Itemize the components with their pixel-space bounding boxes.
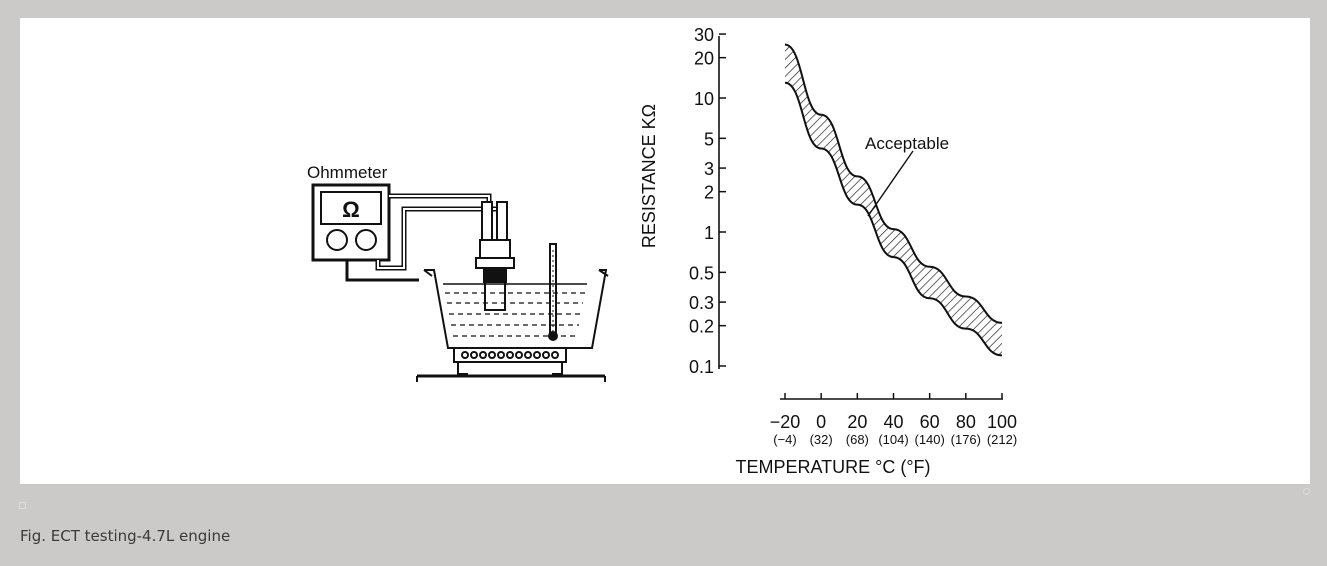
ohm-symbol: Ω <box>342 197 360 222</box>
y-tick-label: 2 <box>704 183 714 203</box>
x-tick-label-fahrenheit: (68) <box>846 432 869 447</box>
y-tick-label: 5 <box>704 129 714 149</box>
y-axis-label: RESISTANCE KΩ <box>639 104 659 248</box>
x-tick-label-fahrenheit: (140) <box>914 432 944 447</box>
y-tick-label: 3 <box>704 159 714 179</box>
y-tick-label: 30 <box>694 25 714 45</box>
x-tick-label-celsius: 100 <box>987 412 1017 432</box>
y-tick-label: 0.1 <box>689 357 714 377</box>
corner-mark-left <box>19 502 26 509</box>
upper-limit-curve <box>784 43 1003 324</box>
x-tick-label-celsius: −20 <box>770 412 801 432</box>
x-tick-label-celsius: 20 <box>847 412 867 432</box>
figure-svg: Ω Ohmmeter <box>307 25 1017 477</box>
coolant-temperature-sensor <box>475 201 515 311</box>
water-bath <box>423 269 609 349</box>
acceptable-band <box>784 43 1003 357</box>
x-tick-label-celsius: 80 <box>956 412 976 432</box>
ohmmeter: Ω <box>311 183 391 262</box>
x-axis-label: TEMPERATURE °C (°F) <box>735 457 930 477</box>
y-tick-label: 10 <box>694 89 714 109</box>
y-tick-label: 20 <box>694 49 714 69</box>
acceptable-leader-line <box>867 150 914 217</box>
x-tick-label-fahrenheit: (32) <box>810 432 833 447</box>
x-tick-label-fahrenheit: (104) <box>878 432 908 447</box>
y-tick-label: 0.5 <box>689 263 714 283</box>
ohmmeter-label: Ohmmeter <box>307 163 388 182</box>
thermometer <box>548 243 558 341</box>
x-tick-label-fahrenheit: (176) <box>951 432 981 447</box>
x-tick-label-fahrenheit: (212) <box>987 432 1017 447</box>
x-tick-label-celsius: 40 <box>883 412 903 432</box>
lower-limit-curve <box>784 81 1003 357</box>
y-tick-label: 0.3 <box>689 293 714 313</box>
acceptable-label: Acceptable <box>865 134 949 153</box>
figure-image: Ω Ohmmeter <box>20 18 1310 484</box>
figure-caption: Fig. ECT testing-4.7L engine <box>20 527 231 545</box>
corner-mark-right <box>1303 488 1310 495</box>
x-tick-label-celsius: 60 <box>920 412 940 432</box>
y-tick-label: 1 <box>704 223 714 243</box>
y-tick-label: 0.2 <box>689 317 714 337</box>
acceptable-band-fill <box>785 44 1002 356</box>
test-rig-illustration: Ω Ohmmeter <box>307 163 609 382</box>
x-tick-label-fahrenheit: (−4) <box>773 432 796 447</box>
x-tick-label-celsius: 0 <box>816 412 826 432</box>
heater <box>416 347 606 382</box>
y-axis-ticks: 30 20 10 5 3 2 1 0.5 0.3 0.2 0.1 <box>689 25 726 377</box>
x-axis-ticks: −20(−4) 0(32) 20(68) 40(104) 60(140) 80(176) 1… <box>770 393 1017 447</box>
